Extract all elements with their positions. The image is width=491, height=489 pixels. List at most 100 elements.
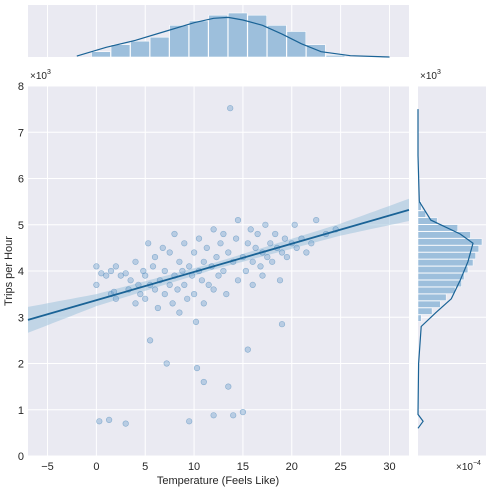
scatter-point xyxy=(149,263,157,270)
scatter-point xyxy=(181,240,188,247)
scatter-point xyxy=(247,226,254,233)
y-axis-label: Trips per Hour xyxy=(3,236,15,306)
right-histogram-bar xyxy=(417,231,471,239)
right-histogram-bar xyxy=(417,286,456,294)
scatter-point xyxy=(249,258,256,265)
right-histogram-bar xyxy=(417,245,480,253)
right-histogram-bar xyxy=(417,259,474,267)
scatter-point xyxy=(215,272,222,279)
right-histogram-bar xyxy=(417,224,458,232)
scatter-point xyxy=(171,230,178,238)
right-histogram-bar xyxy=(417,314,422,322)
right-histogram-bar xyxy=(417,300,441,308)
top-histogram-bar xyxy=(227,12,248,58)
right-histogram-bar xyxy=(417,252,476,260)
scatter-point xyxy=(193,365,201,372)
right-histogram-bar xyxy=(417,273,465,280)
scatter-point xyxy=(176,258,183,265)
scatter-point xyxy=(259,272,266,279)
right-marginal-bottom-multiplier: ×10−4 xyxy=(456,460,481,473)
right-histogram-bar xyxy=(417,217,438,225)
top-histogram-bar xyxy=(286,31,307,58)
y-axis-ticks: 0 1 2 3 4 5 6 7 8 xyxy=(18,81,24,463)
main-plot-grid xyxy=(28,85,409,457)
scatter-point xyxy=(200,258,207,265)
y-tick-label: 8 xyxy=(18,81,24,93)
x-tick-label: 5 xyxy=(142,461,148,473)
scatter-point xyxy=(191,249,198,256)
y-tick-label: 0 xyxy=(18,451,24,463)
scatter-point xyxy=(112,295,119,302)
scatter-point xyxy=(230,412,237,419)
top-histogram-bar xyxy=(110,44,131,58)
scatter-point xyxy=(192,318,200,326)
scatter-point xyxy=(313,217,320,224)
scatter-point xyxy=(195,235,203,242)
scatter-point xyxy=(234,217,242,224)
top-histogram-bar xyxy=(149,36,170,58)
scatter-point xyxy=(105,416,113,424)
scatter-point xyxy=(127,277,134,284)
scatter-point xyxy=(227,105,234,112)
scatter-point xyxy=(239,409,246,416)
right-marginal-top-multiplier: ×103 xyxy=(420,69,441,82)
x-axis-ticks: −5 0 5 10 15 20 25 30 xyxy=(41,461,395,473)
scatter-point xyxy=(174,286,181,293)
right-histogram-bar xyxy=(417,238,483,246)
scatter-point xyxy=(234,277,242,284)
scatter-point xyxy=(205,281,212,289)
scatter-point xyxy=(112,263,119,270)
scatter-point xyxy=(269,258,276,265)
scatter-point xyxy=(308,240,315,247)
scatter-point xyxy=(278,249,286,256)
scatter-point xyxy=(122,420,129,427)
scatter-point xyxy=(117,272,124,279)
right-histogram-bar xyxy=(417,293,447,301)
scatter-point xyxy=(200,300,207,307)
y-tick-label: 2 xyxy=(18,359,24,371)
scatter-point xyxy=(93,263,100,270)
scatter-point xyxy=(179,267,186,275)
top-histogram-bar xyxy=(208,14,228,58)
scatter-point xyxy=(233,235,240,242)
y-tick-label: 1 xyxy=(18,405,24,417)
scatter-point xyxy=(225,383,232,390)
scatter-point xyxy=(223,291,230,298)
scatter-points xyxy=(93,105,339,427)
scatter-point xyxy=(142,295,149,302)
scatter-point xyxy=(264,254,271,261)
scatter-point xyxy=(225,249,232,256)
scatter-point xyxy=(249,281,256,289)
x-tick-label: 20 xyxy=(286,461,298,473)
regression-line xyxy=(27,208,410,321)
scatter-point xyxy=(254,230,261,238)
scatter-point xyxy=(242,267,249,275)
scatter-point xyxy=(176,309,183,316)
right-histogram-bar xyxy=(417,266,469,274)
scatter-point xyxy=(161,291,168,298)
scatter-point xyxy=(244,240,251,247)
scatter-point xyxy=(151,286,159,293)
scatter-point xyxy=(184,295,191,302)
scatter-point xyxy=(267,240,274,247)
scatter-point xyxy=(132,300,139,307)
top-marginal-bars xyxy=(91,12,346,58)
scatter-point xyxy=(98,270,105,277)
scatter-point xyxy=(93,281,100,289)
x-tick-label: −5 xyxy=(41,461,54,473)
right-marginal-histogram: ×103 ×10−4 xyxy=(417,69,486,473)
scatter-point xyxy=(161,267,168,275)
scatter-point xyxy=(210,286,217,293)
top-histogram-bar xyxy=(267,25,287,58)
scatter-point xyxy=(293,244,300,251)
scatter-point xyxy=(169,300,176,307)
scatter-point xyxy=(154,304,161,312)
main-scatter-panel: −5 0 5 10 15 20 25 30 0 1 2 3 4 5 6 7 8 Temperature (Fe… xyxy=(3,69,410,487)
scatter-point xyxy=(142,272,149,279)
top-marginal-histogram xyxy=(28,5,409,58)
y-tick-label: 4 xyxy=(18,266,24,278)
x-tick-label: 30 xyxy=(383,461,395,473)
x-axis-label: Temperature (Feels Like) xyxy=(157,475,279,487)
scatter-point xyxy=(96,418,103,425)
